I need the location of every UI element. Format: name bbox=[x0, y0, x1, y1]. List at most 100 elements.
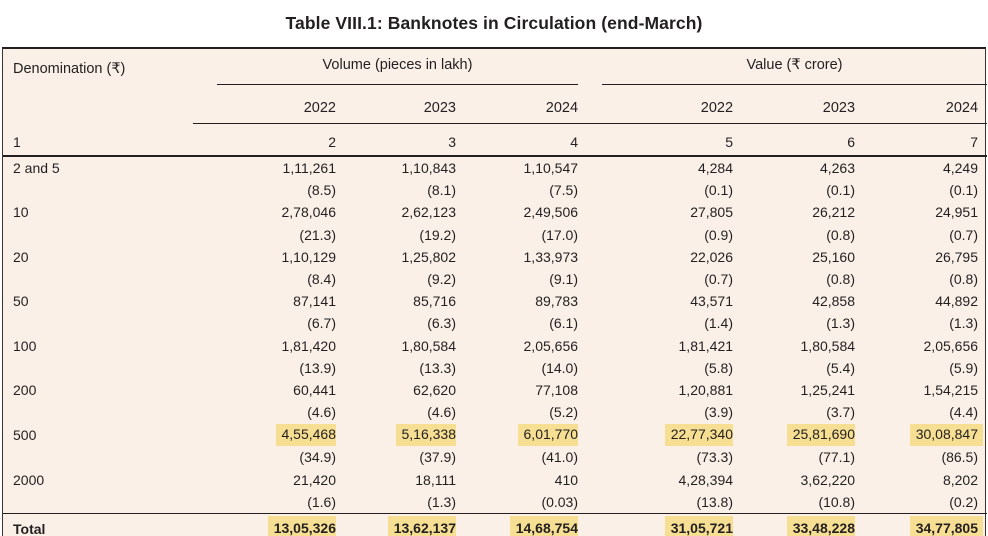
table-row-shares-500: (34.9) (37.9) (41.0) (73.3) (77.1) (86.5) bbox=[3, 446, 987, 468]
value-cell: 1,10,843 bbox=[401, 160, 457, 176]
year-header: 2023 bbox=[336, 85, 456, 124]
table-row-shares-10: (21.3) (19.2) (17.0) (0.9) (0.8) (0.7) bbox=[3, 224, 987, 246]
column-number: 2 bbox=[193, 123, 336, 157]
banknotes-table-panel: Denomination (₹) Volume (pieces in lakh)… bbox=[2, 47, 988, 536]
volume-group-label: Volume (pieces in lakh) bbox=[217, 57, 579, 85]
value-cell: 18,111 bbox=[415, 471, 456, 488]
denomination-label: 2 and 5 bbox=[13, 160, 60, 176]
total-label: Total bbox=[3, 513, 193, 536]
share-cell: (0.1) bbox=[949, 182, 979, 199]
value-cell: 1,80,584 bbox=[800, 337, 856, 354]
table-row-values-2000: 2000 21,420 18,111 410 4,28,394 3,62,220 8,202 bbox=[3, 469, 987, 491]
table-row-values-20: 20 1,10,129 1,25,802 1,33,973 22,026 25,160 26… bbox=[3, 246, 987, 268]
value-cell: 1,20,881 bbox=[678, 382, 734, 399]
share-cell: (19.2) bbox=[419, 226, 456, 243]
value-cell: 4,28,394 bbox=[678, 471, 734, 488]
value-cell: 1,81,421 bbox=[678, 337, 734, 354]
share-cell: (13.9) bbox=[299, 359, 336, 376]
share-cell: (6.7) bbox=[307, 315, 336, 332]
table-row-shares-100: (13.9) (13.3) (14.0) (5.8) (5.4) (5.9) bbox=[3, 357, 987, 379]
denomination-label: 2000 bbox=[13, 471, 45, 488]
value-cell: 1,25,241 bbox=[800, 382, 856, 399]
share-cell: (9.1) bbox=[549, 271, 579, 288]
year-header: 2024 bbox=[855, 85, 988, 124]
empty-cell bbox=[3, 268, 193, 290]
share-cell: (5.4) bbox=[826, 359, 856, 376]
share-cell: (1.6) bbox=[307, 493, 336, 510]
share-cell: (77.1) bbox=[818, 449, 856, 466]
value-group-header: Value (₹ crore) bbox=[578, 49, 988, 85]
value-cell: 1,81,420 bbox=[281, 337, 337, 354]
value-cell: 1,10,547 bbox=[523, 160, 579, 176]
year-header: 2022 bbox=[193, 85, 336, 124]
share-cell: (0.1) bbox=[826, 182, 856, 199]
value-cell: 24,951 bbox=[935, 204, 979, 221]
value-cell: 26,795 bbox=[935, 248, 979, 265]
table-row-shares-2-and-5: (8.5) (8.1) (7.5) (0.1) (0.1) (0.1) bbox=[3, 179, 987, 201]
share-cell: (1.3) bbox=[949, 315, 979, 332]
highlighted-value: 25,81,690 bbox=[786, 424, 856, 447]
volume-group-header: Volume (pieces in lakh) bbox=[193, 49, 579, 85]
empty-cell bbox=[3, 224, 193, 246]
share-cell: (10.8) bbox=[818, 493, 856, 510]
table-row-values-2-and-5: 2 and 5 1,11,261 1,10,843 1,10,547 4,284 4,26… bbox=[3, 156, 987, 179]
highlighted-value: 6,01,770 bbox=[517, 424, 579, 447]
highlighted-value: 5,16,338 bbox=[395, 424, 456, 447]
column-number: 1 bbox=[3, 123, 193, 157]
share-cell: (4.6) bbox=[307, 404, 336, 421]
value-cell: 3,62,220 bbox=[800, 471, 856, 488]
table-row-shares-50: (6.7) (6.3) (6.1) (1.4) (1.3) (1.3) bbox=[3, 312, 987, 334]
share-cell: (7.5) bbox=[549, 182, 579, 199]
share-cell: (4.6) bbox=[427, 404, 456, 421]
table-title: Table VIII.1: Banknotes in Circulation (… bbox=[285, 12, 703, 33]
share-cell: (5.2) bbox=[549, 404, 579, 421]
table-row-values-100: 100 1,81,420 1,80,584 2,05,656 1,81,421 1,80,… bbox=[3, 335, 987, 357]
value-cell: 60,441 bbox=[293, 382, 336, 399]
share-cell: (8.4) bbox=[307, 271, 336, 288]
table-row-shares-200: (4.6) (4.6) (5.2) (3.9) (3.7) (4.4) bbox=[3, 401, 987, 423]
value-cell: 25,160 bbox=[812, 248, 856, 265]
value-cell: 2,05,656 bbox=[523, 337, 579, 354]
share-cell: (9.2) bbox=[427, 271, 456, 288]
denomination-label: 10 bbox=[13, 204, 29, 221]
total-value-cell: 13,62,137 bbox=[336, 513, 456, 536]
value-cell: 1,25,802 bbox=[401, 248, 457, 265]
value-group-label: Value (₹ crore) bbox=[602, 57, 988, 85]
share-cell: (3.9) bbox=[704, 404, 734, 421]
value-cell: 26,212 bbox=[812, 204, 856, 221]
share-cell: (34.9) bbox=[299, 449, 336, 466]
share-cell: (13.8) bbox=[696, 493, 734, 510]
value-cell: 27,805 bbox=[690, 204, 734, 221]
value-cell: 43,571 bbox=[690, 293, 734, 310]
share-cell: (5.8) bbox=[704, 359, 734, 376]
value-cell: 85,716 bbox=[413, 293, 456, 310]
highlighted-total-value: 13,05,326 bbox=[267, 515, 336, 536]
table-row-shares-20: (8.4) (9.2) (9.1) (0.7) (0.8) (0.8) bbox=[3, 268, 987, 290]
share-cell: (1.4) bbox=[704, 315, 734, 332]
highlighted-total-value: 33,48,228 bbox=[786, 515, 856, 536]
value-cell: 25,81,690 bbox=[733, 423, 856, 447]
highlighted-value: 4,55,468 bbox=[275, 424, 336, 447]
value-cell: 1,80,584 bbox=[401, 337, 457, 354]
share-cell: (6.1) bbox=[549, 315, 579, 332]
value-cell: 30,08,847 bbox=[855, 423, 987, 447]
value-cell: 2,78,046 bbox=[281, 204, 337, 221]
table-row-values-50: 50 87,141 85,716 89,783 43,571 42,858 44,892 bbox=[3, 290, 987, 312]
value-cell: 2,05,656 bbox=[923, 337, 979, 354]
value-cell: 42,858 bbox=[812, 293, 856, 310]
value-cell: 4,55,468 bbox=[193, 423, 336, 447]
denomination-label: 50 bbox=[13, 293, 29, 310]
value-cell: 1,10,129 bbox=[281, 248, 337, 265]
value-cell: 1,33,973 bbox=[523, 248, 579, 265]
value-cell: 87,141 bbox=[293, 293, 336, 310]
value-cell: 2,49,506 bbox=[523, 204, 579, 221]
highlighted-value: 22,77,340 bbox=[664, 424, 734, 447]
column-number: 3 bbox=[336, 123, 456, 157]
share-cell: (0.8) bbox=[949, 271, 979, 288]
total-value-cell: 33,48,228 bbox=[733, 513, 856, 536]
share-cell: (3.7) bbox=[826, 404, 856, 421]
share-cell: (5.9) bbox=[949, 359, 979, 376]
total-value-cell: 14,68,754 bbox=[456, 513, 579, 536]
group-header-row: Denomination (₹) Volume (pieces in lakh)… bbox=[3, 49, 988, 85]
